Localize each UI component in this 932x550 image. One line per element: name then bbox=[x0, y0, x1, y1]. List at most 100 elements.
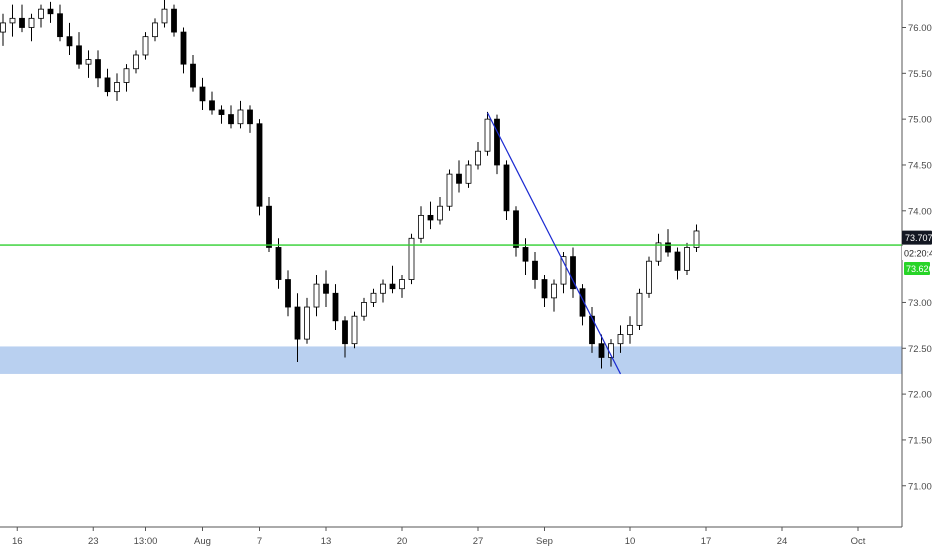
candle bbox=[617, 325, 624, 353]
candle-body bbox=[218, 109, 225, 115]
candle bbox=[38, 4, 44, 28]
y-tick-label: 74.500 bbox=[908, 160, 932, 171]
candle bbox=[266, 197, 272, 253]
candle bbox=[589, 307, 595, 353]
candle-body bbox=[494, 118, 500, 166]
candle bbox=[627, 316, 633, 344]
x-tick-label: 16 bbox=[12, 536, 23, 547]
candle-body bbox=[418, 214, 424, 239]
candle-body bbox=[427, 214, 434, 221]
x-tick-label: Oct bbox=[851, 536, 866, 547]
candle-body bbox=[570, 256, 576, 290]
y-tick-label: 75.500 bbox=[908, 69, 932, 80]
candle bbox=[218, 105, 225, 124]
candle bbox=[532, 252, 538, 289]
candle-body bbox=[532, 260, 538, 280]
candle bbox=[465, 160, 472, 188]
candle bbox=[541, 274, 548, 308]
candle bbox=[408, 233, 415, 285]
candle bbox=[427, 201, 434, 230]
candle bbox=[114, 73, 120, 101]
candle bbox=[503, 160, 510, 220]
candle-body bbox=[133, 54, 139, 70]
candle bbox=[237, 100, 244, 129]
candle bbox=[9, 4, 16, 37]
candle-body bbox=[446, 173, 453, 207]
countdown-badge: 02:20:44 bbox=[902, 246, 932, 260]
countdown-label: 02:20:44 bbox=[904, 249, 932, 259]
candle bbox=[95, 50, 101, 88]
y-tick-label: 71.000 bbox=[908, 481, 932, 492]
candle-body bbox=[437, 205, 443, 221]
candle-body bbox=[342, 320, 348, 345]
candle bbox=[247, 105, 253, 133]
candle bbox=[551, 279, 557, 312]
plot-area[interactable] bbox=[0, 0, 902, 527]
candle bbox=[190, 54, 196, 92]
candle-body bbox=[693, 230, 700, 248]
candle-body bbox=[285, 279, 291, 308]
candle-body bbox=[123, 68, 130, 83]
y-tick-label: 72.000 bbox=[908, 390, 932, 401]
candle-body bbox=[180, 31, 187, 65]
y-tick-label: 71.500 bbox=[908, 435, 932, 446]
candle bbox=[446, 169, 453, 211]
candle bbox=[133, 50, 139, 74]
candle bbox=[655, 233, 662, 266]
candle bbox=[161, 0, 168, 28]
candle-body bbox=[627, 324, 633, 335]
x-tick-label: 20 bbox=[397, 536, 408, 547]
candle-body bbox=[351, 315, 358, 345]
candle bbox=[332, 284, 339, 330]
y-tick-label: 76.000 bbox=[908, 23, 932, 34]
candle bbox=[579, 284, 586, 326]
candle bbox=[123, 64, 130, 92]
candle-body bbox=[389, 283, 396, 290]
candle bbox=[674, 247, 681, 280]
x-tick-label: 27 bbox=[473, 536, 484, 547]
x-tick-label: Aug bbox=[194, 536, 211, 547]
candle-body bbox=[655, 242, 662, 262]
candle bbox=[693, 224, 700, 253]
candle-body bbox=[465, 164, 472, 184]
candle-body bbox=[579, 288, 586, 317]
candle-body bbox=[66, 36, 73, 47]
x-tick-label: 24 bbox=[777, 536, 788, 547]
candle-body bbox=[313, 283, 320, 308]
time-axis[interactable]: 16 23 13:00 Aug 7 13 20 27 Sep 10 17 24 Oct bbox=[12, 527, 866, 547]
candle-body bbox=[456, 173, 462, 184]
candle-body bbox=[522, 247, 529, 262]
candle bbox=[152, 18, 158, 42]
trendline[interactable] bbox=[486, 112, 622, 375]
candle-body bbox=[95, 59, 101, 79]
candle-body bbox=[38, 8, 44, 19]
candle-body bbox=[361, 302, 367, 317]
candle-body bbox=[19, 17, 25, 28]
candle bbox=[209, 91, 215, 115]
candle-body bbox=[57, 13, 63, 38]
candle bbox=[484, 111, 491, 156]
candle-body bbox=[247, 109, 253, 125]
candle bbox=[399, 274, 405, 298]
candle-body bbox=[85, 59, 92, 65]
x-tick-label: 7 bbox=[257, 536, 262, 547]
candle-body bbox=[380, 283, 386, 294]
candle-body bbox=[294, 306, 301, 340]
candle-body bbox=[370, 292, 377, 303]
y-tick-label: 75.000 bbox=[908, 115, 932, 126]
candle-body bbox=[484, 118, 491, 152]
x-tick-label: 10 bbox=[625, 536, 636, 547]
y-tick-label: 74.000 bbox=[908, 206, 932, 217]
y-tick-label: 73.000 bbox=[908, 298, 932, 309]
candle-body bbox=[228, 114, 234, 125]
candle-body bbox=[199, 86, 206, 102]
level-price-label: 73.626 bbox=[906, 264, 932, 274]
candle-body bbox=[598, 343, 605, 358]
candle bbox=[351, 311, 358, 349]
candle bbox=[370, 288, 377, 308]
candle-body bbox=[9, 17, 16, 24]
x-tick-label: 13:00 bbox=[134, 536, 158, 547]
x-tick-label: 23 bbox=[88, 536, 99, 547]
candle-body bbox=[589, 315, 595, 345]
